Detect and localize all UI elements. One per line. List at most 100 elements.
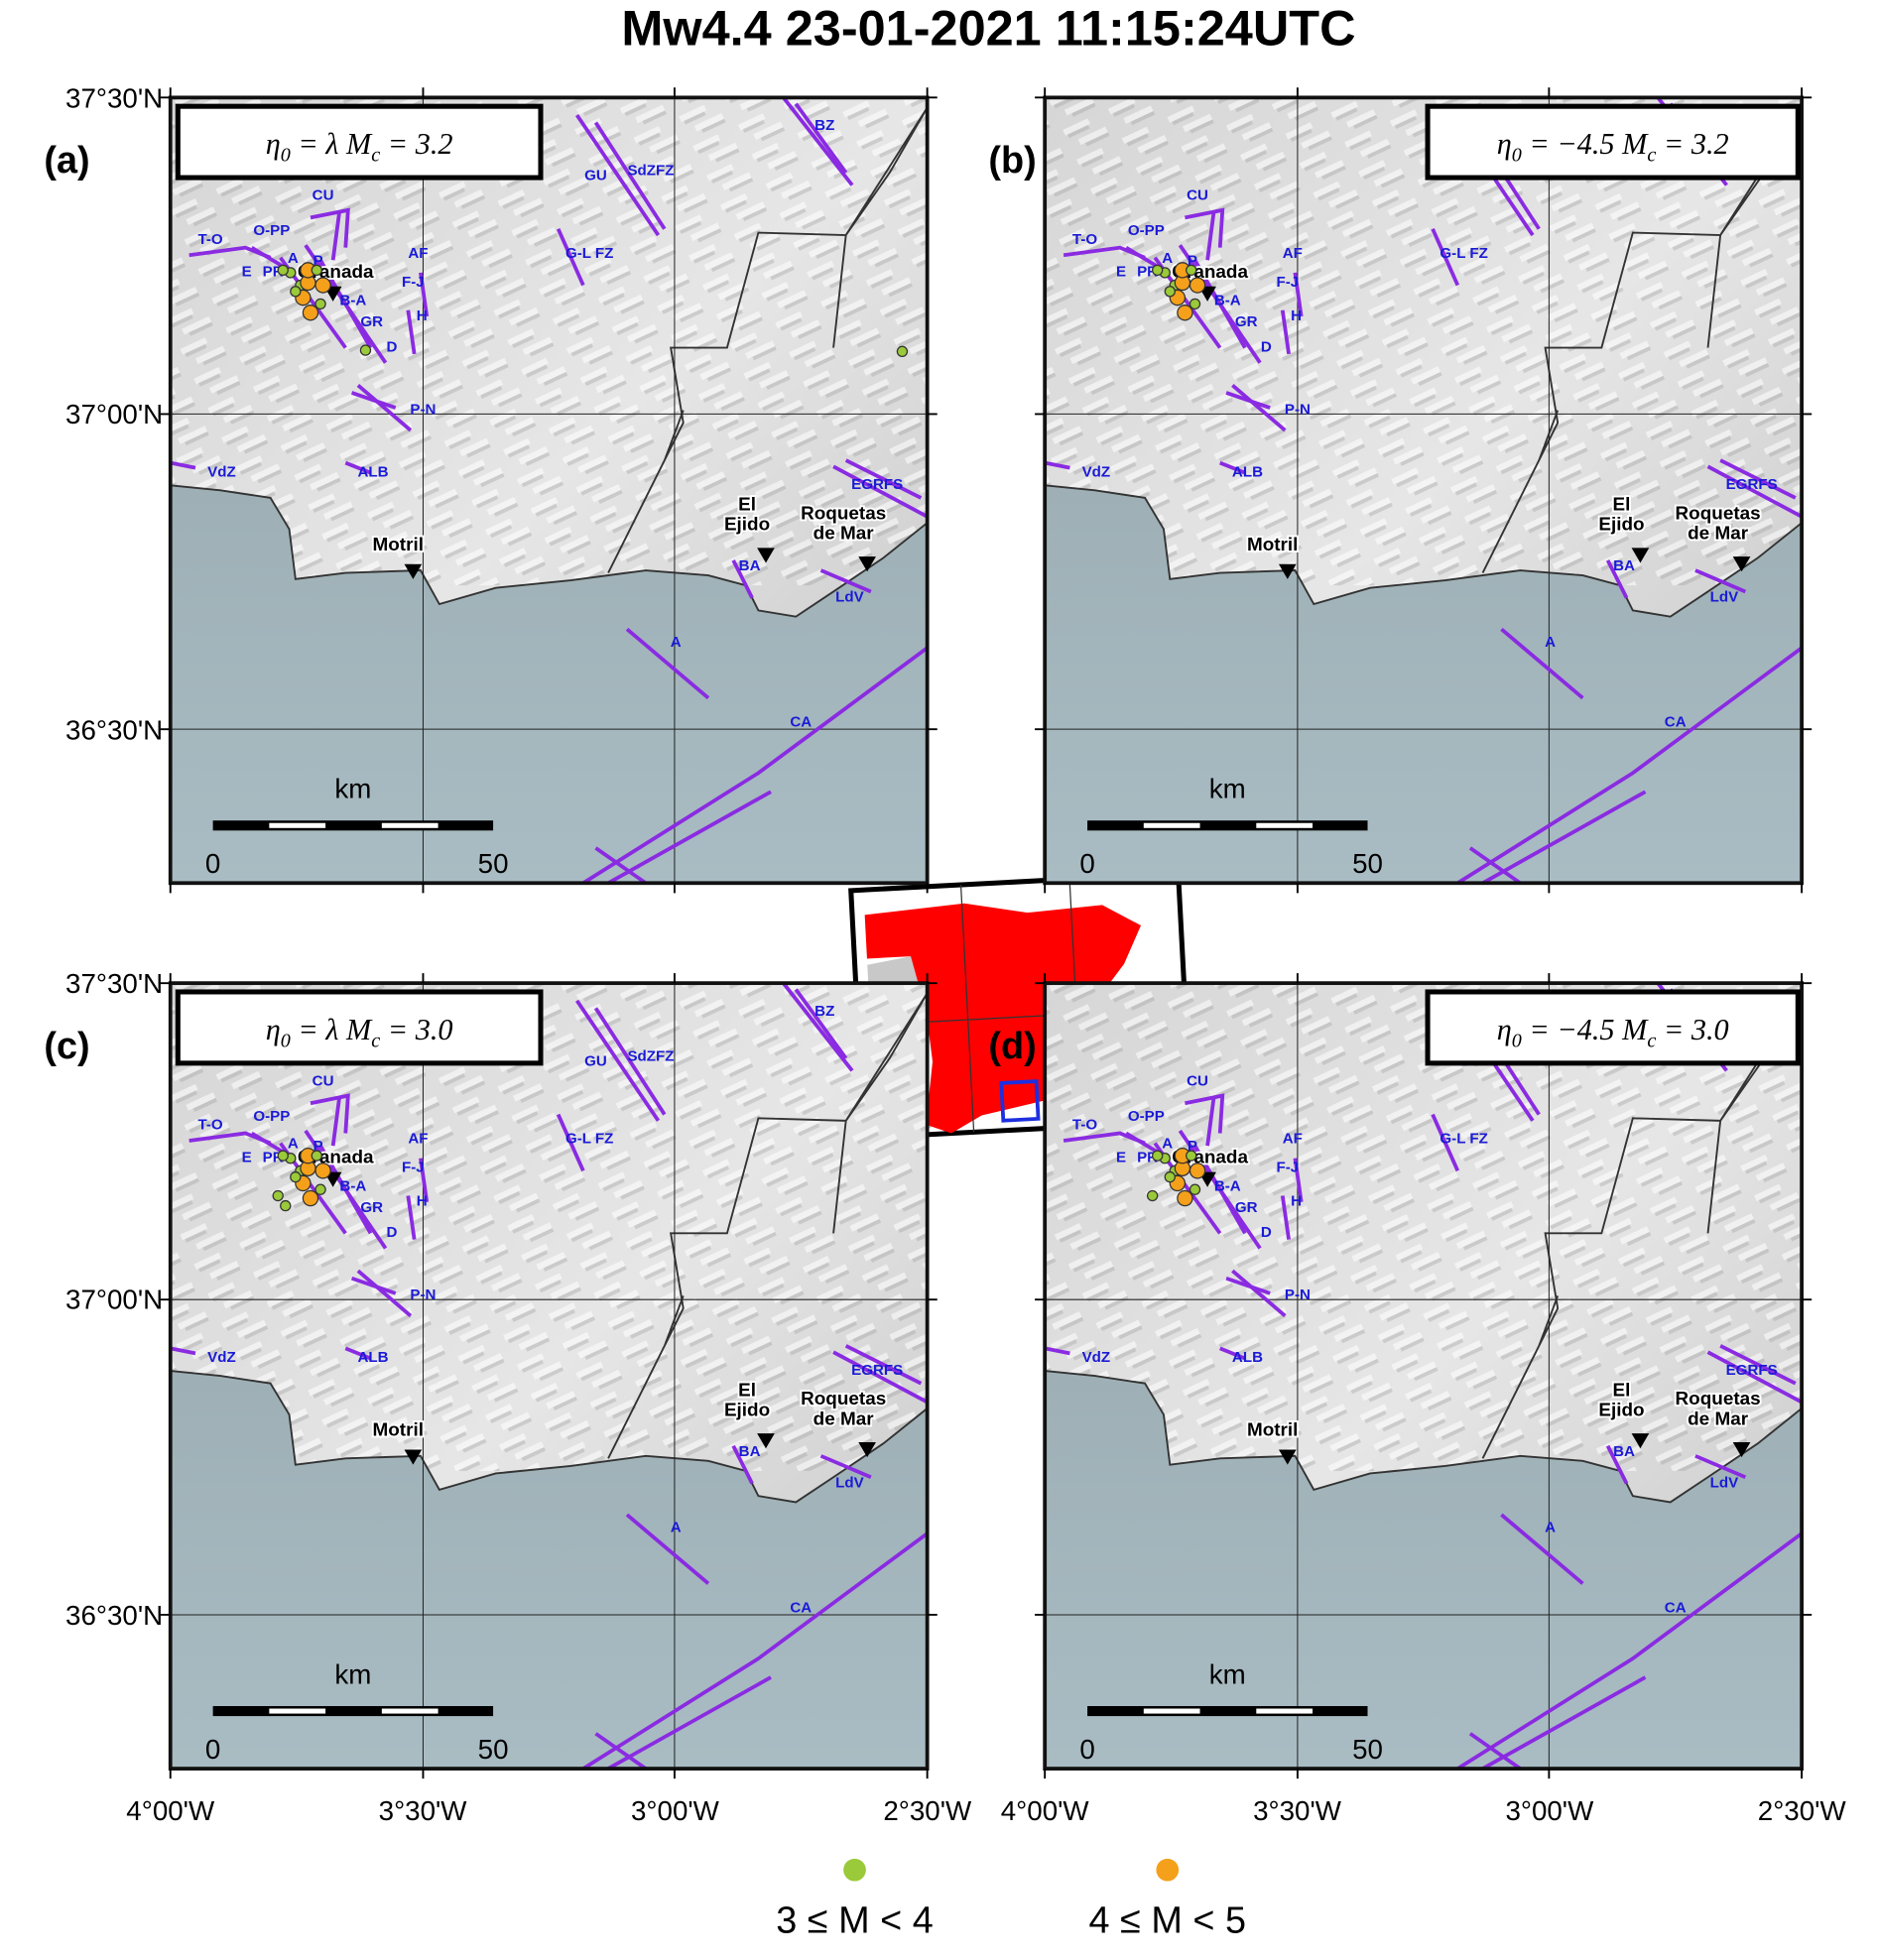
lat-tick-label: 37°30'N: [65, 82, 163, 113]
fault-trace: [1045, 460, 1070, 470]
earthquake: [1189, 1163, 1206, 1179]
parameter-text: η0 = −4.5 Mc = 3.0: [1497, 1013, 1729, 1052]
fault-label: G-L FZ: [565, 1131, 613, 1148]
parameter-part: = −4.5 M: [1522, 127, 1649, 161]
scale-unit: km: [1209, 1658, 1246, 1689]
fault-trace: [344, 1346, 372, 1361]
fault-trace: [1225, 391, 1271, 410]
earthquake: [1189, 298, 1201, 310]
fault-label: T-O: [197, 231, 222, 248]
town-label: Motril: [373, 535, 424, 555]
fault-trace: [782, 983, 854, 1072]
lat-tick-label: 37°00'N: [65, 399, 163, 429]
lon-tick-label: 2°30'W: [1758, 1795, 1847, 1826]
fault-label: ALB: [1232, 1349, 1263, 1366]
town-label: de Mar: [1688, 523, 1749, 544]
fault-label: A: [671, 1520, 682, 1536]
fault-label: D: [1261, 338, 1272, 355]
fault-trace: [1431, 227, 1460, 287]
parameter-part: c: [1647, 1030, 1656, 1051]
panel-label: (d): [988, 1026, 1036, 1067]
fault-label: CU: [1187, 187, 1208, 204]
fault-trace: [1293, 272, 1304, 317]
fault-label: F-J: [1276, 274, 1299, 291]
fault-label: BA: [739, 1443, 761, 1460]
fault-label: H: [417, 1193, 428, 1210]
legend-label: 4 ≤ M < 5: [1089, 1899, 1246, 1941]
fault-trace: [250, 246, 285, 269]
fault-label: G-L FZ: [565, 245, 613, 262]
scale-unit: km: [1209, 774, 1246, 804]
fault-trace: [1605, 1444, 1629, 1485]
fault-label: F-J: [402, 1160, 425, 1176]
scale-bar: [212, 1706, 494, 1717]
lon-tick-label: 3°30'W: [1253, 1795, 1342, 1826]
fault-label: CA: [790, 714, 812, 731]
fault-trace: [1205, 1097, 1216, 1147]
fault-label: BA: [1613, 1443, 1635, 1460]
scale-bar: [1087, 1706, 1368, 1717]
parameter-part: η: [1497, 127, 1512, 161]
fault-label: P: [1188, 1138, 1197, 1155]
legend-marker: [1156, 1858, 1180, 1882]
fault-label: P: [1188, 252, 1197, 269]
parameter-box: [1425, 103, 1801, 181]
fault-trace: [1280, 309, 1291, 355]
fault-trace: [1219, 460, 1246, 475]
fault-label: T-O: [1072, 231, 1097, 248]
fault-label: G-L FZ: [1439, 245, 1487, 262]
fault-label: O-PP: [253, 1108, 290, 1125]
fault-label: CU: [1187, 1073, 1208, 1090]
fault-label: VdZ: [1082, 463, 1111, 480]
fault-trace: [1481, 1675, 1647, 1770]
town-label: Roquetas: [801, 503, 886, 524]
fault-trace: [350, 1276, 397, 1295]
parameter-part: = 3.0: [1656, 1013, 1728, 1046]
fault-label: CA: [790, 1599, 812, 1616]
graticule: [170, 97, 928, 884]
fault-trace: [1280, 1195, 1291, 1240]
parameter-part: 0: [1512, 1030, 1522, 1051]
fault-trace: [419, 272, 430, 317]
fault-trace: [1185, 1093, 1225, 1134]
panel-label: (b): [988, 140, 1036, 182]
fault-label: O-PP: [1128, 1108, 1165, 1125]
lon-tick-label: 3°00'W: [631, 1795, 720, 1826]
fault-label: P-N: [410, 401, 436, 418]
fault-trace: [1694, 1454, 1747, 1479]
map-frame: [168, 981, 930, 1771]
map-body: [1045, 983, 1803, 1770]
fault-label: F-J: [1276, 1160, 1299, 1176]
town-marker: [1631, 1433, 1650, 1449]
fault-trace: [593, 1007, 667, 1116]
fault-trace: [556, 227, 585, 287]
earthquake: [359, 344, 372, 356]
town-label: Granada: [1172, 1148, 1248, 1168]
legend-marker: [843, 1858, 866, 1882]
fault-label: A: [288, 250, 299, 267]
fault-trace: [318, 1145, 373, 1235]
town-label: Ejido: [1598, 515, 1644, 536]
fault-label: T-O: [1072, 1117, 1097, 1134]
scale-bar-segment: [381, 822, 438, 828]
fault-label: GR: [360, 313, 383, 330]
fault-label: EGRFS: [1726, 1362, 1778, 1379]
fault-label: BZ: [814, 117, 834, 134]
earthquake: [314, 1163, 331, 1179]
fault-trace: [344, 460, 372, 475]
scale-start: 0: [1079, 848, 1094, 879]
scale-bar-segment: [381, 1708, 438, 1714]
fault-trace: [356, 1269, 413, 1318]
town-label: El: [1613, 494, 1631, 515]
fault-trace: [593, 121, 667, 230]
fault-label: B-A: [339, 293, 366, 309]
map-panel: T-OO-PPCUAFEPRAPF-JB-AGRHDP-NALBVdZGUSdZ…: [1035, 973, 1813, 1779]
fault-trace: [1694, 568, 1747, 594]
lon-tick-label: 2°30'W: [883, 1795, 972, 1826]
town-label: Ejido: [1598, 1400, 1644, 1420]
fault-trace: [782, 97, 854, 186]
parameter-text: η0 = λ Mc = 3.2: [266, 127, 453, 167]
town-label: Ejido: [724, 1400, 770, 1420]
fault-trace: [794, 102, 848, 175]
